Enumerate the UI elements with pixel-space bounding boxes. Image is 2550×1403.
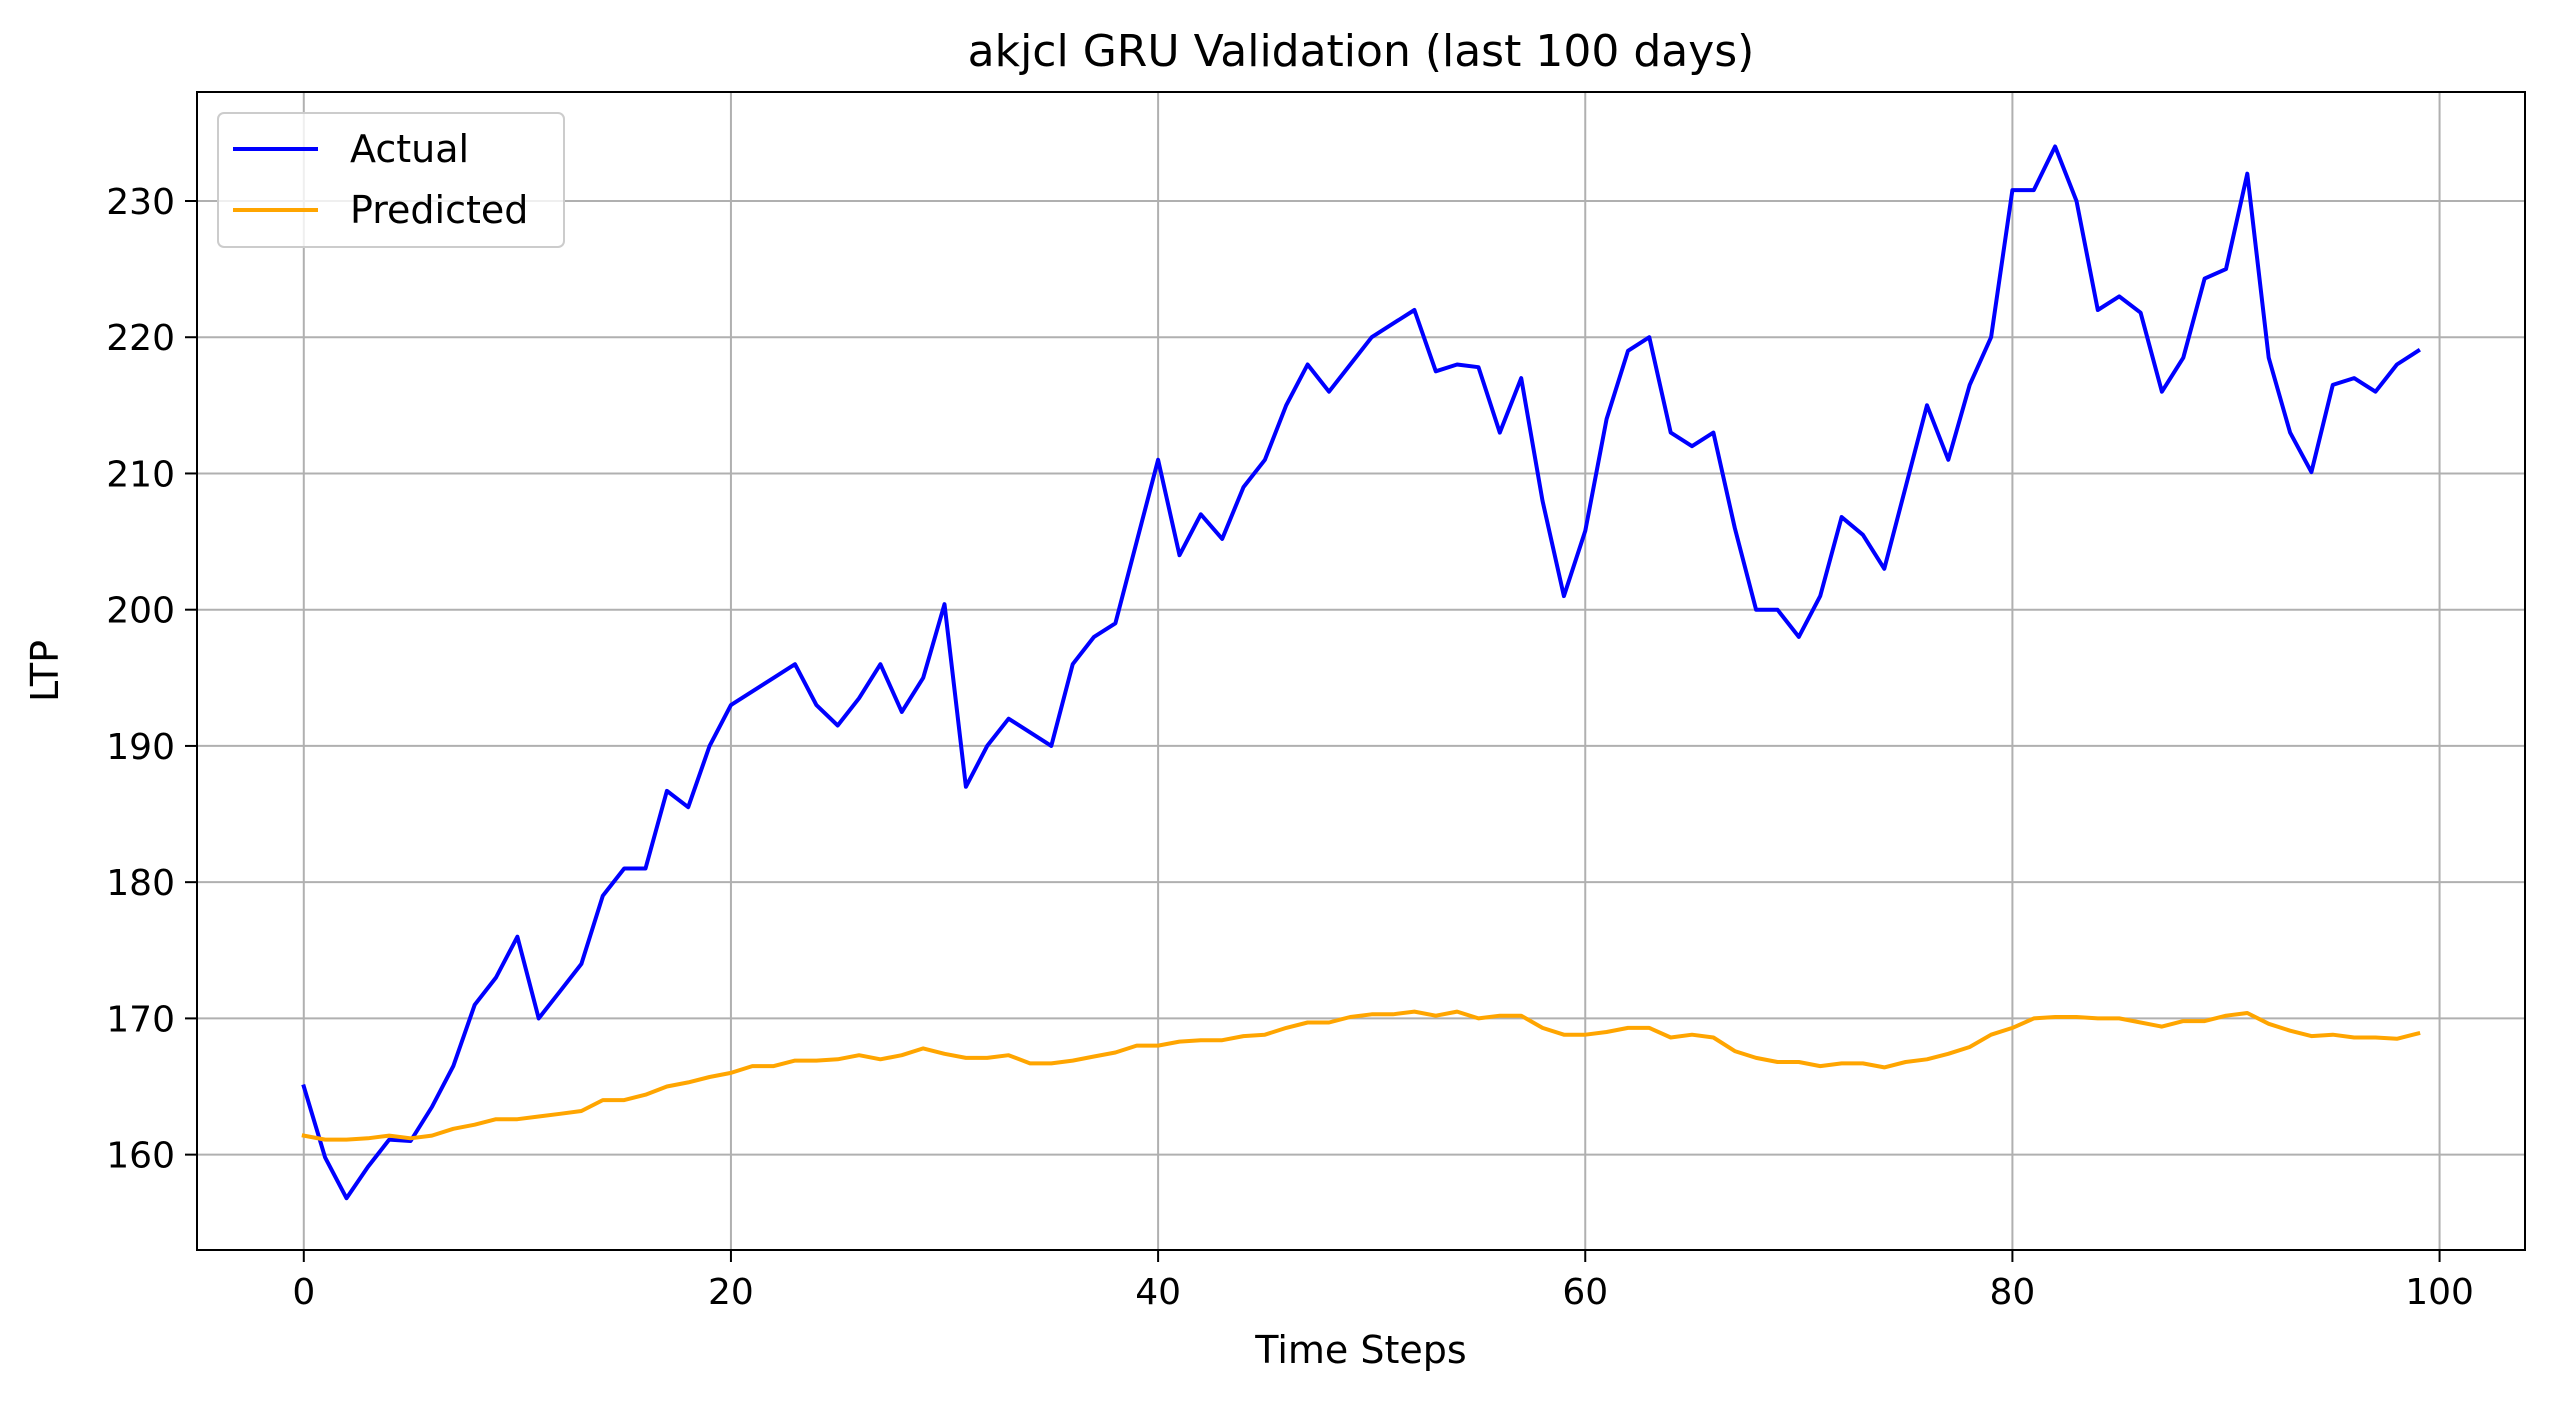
- y-tick-label: 210: [106, 454, 175, 495]
- y-tick-label: 180: [106, 863, 175, 904]
- y-tick-label: 190: [106, 727, 175, 768]
- y-tick-label: 160: [106, 1136, 175, 1177]
- y-tick-label: 200: [106, 591, 175, 632]
- x-tick-label: 100: [2405, 1272, 2474, 1313]
- x-tick-label: 0: [292, 1272, 315, 1313]
- x-axis-label: Time Steps: [1254, 1328, 1466, 1372]
- y-tick-label: 220: [106, 318, 175, 359]
- axis-ticks: 0 20 40 60 80 100 160 170 180 190 200 210 220 230: [106, 182, 2474, 1313]
- x-tick-label: 60: [1562, 1272, 1608, 1313]
- legend-box: [217, 112, 565, 248]
- series-line-predicted: [301, 1009, 2421, 1142]
- plot-area-frame: [196, 91, 2526, 1251]
- chart-title: akjcl GRU Validation (last 100 days): [968, 26, 1755, 77]
- grid: [197, 92, 2525, 1250]
- legend-label-actual: Actual: [350, 127, 469, 171]
- y-tick-label: 230: [106, 182, 175, 223]
- y-axis-label: LTP: [23, 640, 67, 702]
- x-tick-label: 80: [1990, 1272, 2036, 1313]
- series-lines: [301, 144, 2421, 1201]
- series-line-actual: [301, 144, 2421, 1201]
- y-tick-label: 170: [106, 999, 175, 1040]
- legend-label-predicted: Predicted: [350, 188, 528, 232]
- x-tick-label: 20: [708, 1272, 754, 1313]
- x-tick-label: 40: [1135, 1272, 1181, 1313]
- legend: Actual Predicted: [217, 112, 565, 248]
